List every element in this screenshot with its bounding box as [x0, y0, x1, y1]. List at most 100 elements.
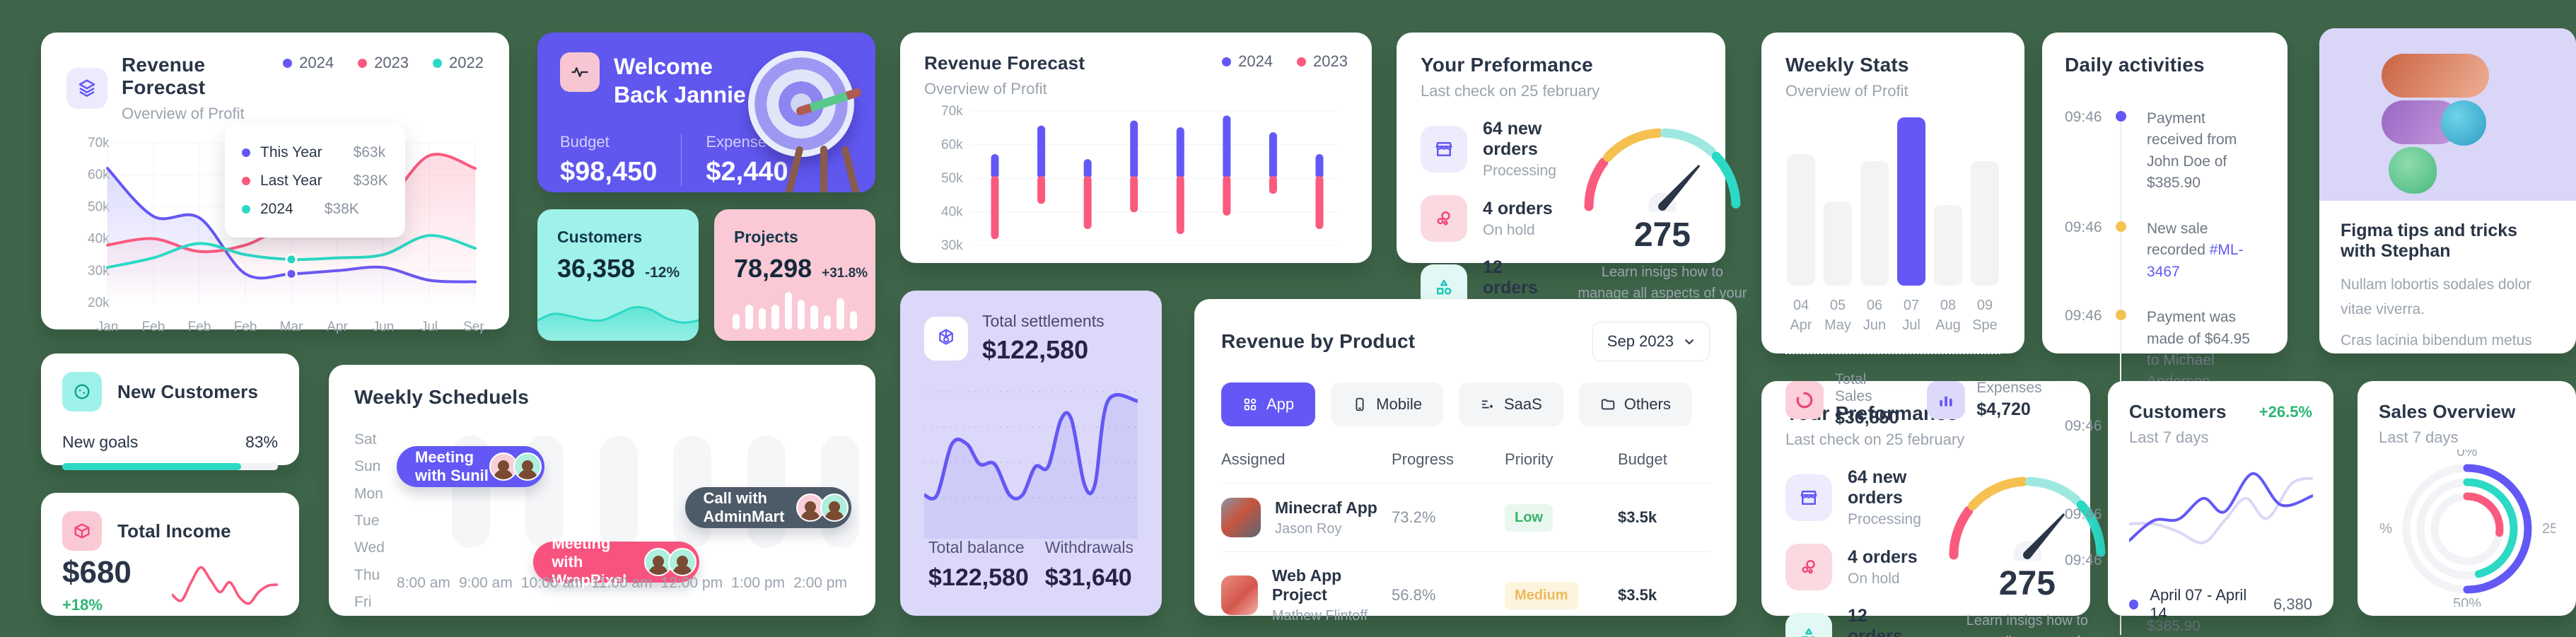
figma-shape-green: [2389, 147, 2437, 194]
stat-value: 4 orders: [1848, 547, 1918, 567]
stat-list: 64 new orders Processing 4 orders On hold 12…: [1421, 119, 1556, 325]
event-label: Call with AdminMart: [703, 489, 785, 525]
stat-row: 4 orders On hold: [1421, 195, 1556, 242]
avatar-body: [672, 564, 693, 575]
svg-text:30k: 30k: [88, 264, 110, 279]
goal-progress-bar: [62, 463, 278, 470]
schedule-event[interactable]: Meeting with Sunil: [397, 446, 544, 488]
tab-label: SaaS: [1503, 395, 1542, 413]
card-title: Weekly Scheduels: [354, 386, 530, 408]
income-sparkline: [172, 566, 278, 605]
schedule-day-label: Mon: [354, 485, 383, 502]
tab-saas[interactable]: SaaS: [1458, 382, 1563, 426]
stat-label: On hold: [1483, 221, 1535, 238]
revenue-forecast-bar-chart: 70k 60k 50k 40k 30k: [941, 104, 1338, 253]
legend-item-2024: 2024: [283, 54, 334, 72]
product-progress: 56.8%: [1392, 551, 1505, 637]
stat-row: 64 new orders Processing: [1785, 467, 1921, 528]
tab-others[interactable]: Others: [1578, 382, 1692, 426]
activity-link[interactable]: #ML-3467: [2147, 242, 2244, 280]
event-label: Meeting with WrapPixel: [552, 534, 627, 589]
schedule-day-label: Thu: [354, 566, 380, 583]
table-row[interactable]: Minecraf App Jason Roy 73.2% Low $3.5k: [1221, 483, 1710, 552]
figma-body-line2: Cras lacinia bibendum metus vel rhoncus.: [2341, 332, 2532, 349]
tooltip-dot: [242, 148, 250, 157]
tab-app[interactable]: App: [1221, 382, 1316, 426]
svg-text:70k: 70k: [941, 104, 963, 119]
product-name: Minecraf App: [1275, 498, 1377, 517]
tooltip-dot: [242, 177, 250, 185]
revenue-forecast-line-card: Revenue Forecast Overview of Profit 2024…: [41, 33, 509, 334]
withdrawals-value: $31,640: [1044, 564, 1132, 591]
box-icon: [62, 511, 102, 551]
weekly-bar-label: 08 Aug: [1935, 298, 1961, 333]
weekly-bar-column: [1933, 117, 1964, 286]
svg-text:Apr: Apr: [327, 320, 348, 334]
performance-card: Your Preformance Last check on 25 februar…: [1761, 381, 2111, 637]
svg-text:Sep: Sep: [463, 320, 484, 334]
activity-time: 09:46: [2065, 109, 2102, 125]
weekly-bar: [1787, 154, 1815, 286]
card-title: Revenue Forecast: [924, 52, 1085, 74]
weekly-bar-column: [1896, 117, 1927, 286]
settlements-value: $122,580: [982, 335, 1089, 364]
stat-value: 12 orders: [1483, 257, 1538, 298]
customers-label: Customers: [557, 228, 643, 246]
balance-label: Total balance: [928, 538, 1025, 556]
tab-mobile[interactable]: Mobile: [1331, 382, 1443, 426]
total-sales-value: $36,850: [1835, 408, 1899, 428]
activity-dot: [2116, 310, 2126, 321]
period-value: Sep 2023: [1607, 332, 1674, 350]
activity-dot-wrap: [2116, 307, 2147, 321]
svg-text:0%: 0%: [2457, 450, 2478, 460]
revenue-by-product-card: Revenue by Product Sep 2023 App Mobile Saa…: [1194, 299, 1737, 637]
figma-3d-illustration: [2319, 28, 2576, 201]
legend-dot: [358, 58, 368, 68]
figma-title: Figma tips and tricks with Stephan: [2341, 221, 2518, 261]
period-dropdown[interactable]: Sep 2023: [1592, 322, 1710, 361]
target-leg: [820, 146, 827, 192]
avatar-face: [653, 555, 665, 567]
priority-badge: Low: [1505, 503, 1553, 532]
chart-tooltip: This Year $63k Last Year $38K 2024 $38K: [225, 124, 405, 238]
gauge-caption: Learn insigs how to manage all aspects o…: [1942, 613, 2111, 637]
product-name: Web App Project: [1271, 566, 1342, 604]
column-header: Budget: [1618, 450, 1710, 484]
schedule-event[interactable]: Meeting with WrapPixel: [533, 534, 700, 589]
svg-text:50k: 50k: [88, 199, 110, 214]
activity-time: 09:46: [2065, 218, 2102, 235]
project-bar: [823, 315, 832, 329]
projects-label: Projects: [734, 228, 798, 246]
customers-sparkline: [537, 305, 699, 341]
avatar-face: [522, 460, 533, 472]
schedule-time-label: 10:00 am: [520, 575, 583, 591]
gauge-value: 275: [1998, 565, 2056, 602]
app-icon: [1242, 397, 1258, 412]
total-income-card: Total Income $680 +18%: [41, 493, 299, 616]
divider: [1785, 353, 2000, 354]
legend-label: April 07 - April 14: [2150, 586, 2247, 622]
chart-legend: 2024 2023 2022: [283, 54, 484, 72]
schedule-event[interactable]: Call with AdminMart: [684, 486, 851, 528]
customer-face-icon: [62, 372, 102, 411]
card-title: Customers: [2129, 401, 2227, 422]
avatar: [668, 547, 697, 576]
welcome-card: Welcome Back Jannie Budget $98,450 Expen…: [537, 33, 875, 192]
store-icon: [1421, 126, 1467, 173]
svg-text:Jan: Jan: [97, 320, 119, 334]
stat-row: 12 ordersDelivered: [1785, 606, 1921, 637]
performance-body: 64 new orders Processing 4 orders On hold 12…: [1421, 119, 1747, 325]
customers-week-card: Customers +26.5% Last 7 days April 07 - …: [2108, 381, 2333, 622]
legend-row: Last Week4,298: [2129, 630, 2312, 637]
weekly-bar-column: [1969, 117, 2000, 286]
stat-row: 4 orders On hold: [1785, 544, 1921, 590]
svg-text:Feb: Feb: [142, 320, 165, 334]
project-bar: [745, 305, 753, 329]
product-progress: 73.2%: [1392, 483, 1505, 552]
schedule-time-label: 2:00 pm: [793, 575, 847, 591]
table-row[interactable]: Web App Project Mathew Flintoff 56.8% Mediu…: [1221, 551, 1710, 637]
card-title: Total Income: [117, 520, 231, 542]
saas-icon: [1480, 397, 1496, 412]
avatar: [644, 547, 673, 576]
